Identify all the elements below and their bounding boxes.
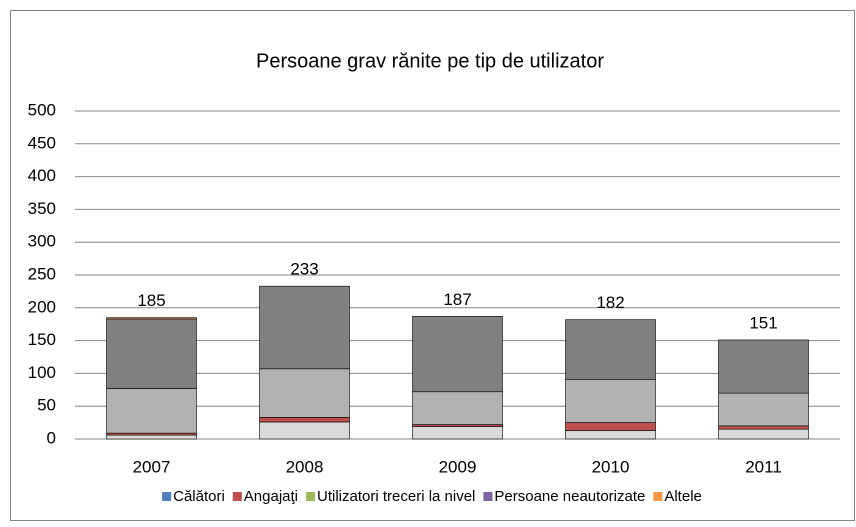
chart-border [10, 10, 855, 521]
y-tick-label: 50 [37, 396, 56, 415]
total-label: 151 [749, 313, 777, 332]
y-tick-label: 100 [28, 363, 56, 382]
bar-segment [565, 430, 656, 440]
bar-segment [565, 379, 656, 423]
x-tick-label: 2009 [439, 457, 477, 476]
bar-segment [106, 388, 197, 434]
bar-segment [718, 428, 809, 440]
bar-segment [565, 422, 656, 431]
bar-segment [106, 317, 197, 320]
x-tick-label: 2008 [286, 457, 324, 476]
total-label: 187 [443, 290, 471, 309]
total-label: 182 [596, 293, 624, 312]
legend-swatch [483, 492, 493, 501]
legend-label: Angajaţi [244, 488, 298, 505]
legend-label: Persoane neautorizate [494, 488, 645, 505]
bar-segment [106, 434, 197, 440]
bar-segment [259, 285, 350, 370]
y-tick-label: 400 [28, 166, 56, 185]
bar-segment [106, 318, 197, 389]
legend-label: Altele [664, 488, 702, 505]
bar-segment [565, 319, 656, 380]
x-tick-label: 2010 [592, 457, 630, 476]
legend-swatch [306, 492, 316, 501]
legend-label: Utilizatori treceri la nivel [317, 488, 475, 505]
x-tick-label: 2011 [745, 457, 782, 476]
total-label: 233 [290, 260, 318, 279]
y-tick-label: 150 [28, 330, 56, 349]
bar-segment [259, 368, 350, 418]
legend-swatch [653, 492, 663, 501]
bar-segment [259, 417, 350, 423]
bar-segment [718, 425, 809, 430]
bar-segment [718, 339, 809, 394]
legend-swatch [232, 492, 242, 501]
legend-label: Călători [173, 488, 225, 505]
total-label: 185 [137, 291, 165, 310]
bar-segment [412, 316, 503, 393]
y-tick-label: 0 [47, 428, 56, 447]
x-tick-label: 2007 [133, 457, 171, 476]
y-tick-label: 450 [28, 133, 56, 152]
legend-swatch [162, 492, 172, 501]
bar-segment [412, 391, 503, 425]
chart-title: Persoane grav rănite pe tip de utilizato… [256, 50, 604, 72]
bar-segment [718, 392, 809, 427]
bar-segment [412, 426, 503, 440]
y-tick-label: 350 [28, 199, 56, 218]
y-tick-label: 500 [28, 100, 56, 119]
y-tick-label: 300 [28, 232, 56, 251]
bar-segment [259, 421, 350, 440]
y-tick-label: 250 [28, 264, 56, 283]
y-tick-label: 200 [28, 297, 56, 316]
